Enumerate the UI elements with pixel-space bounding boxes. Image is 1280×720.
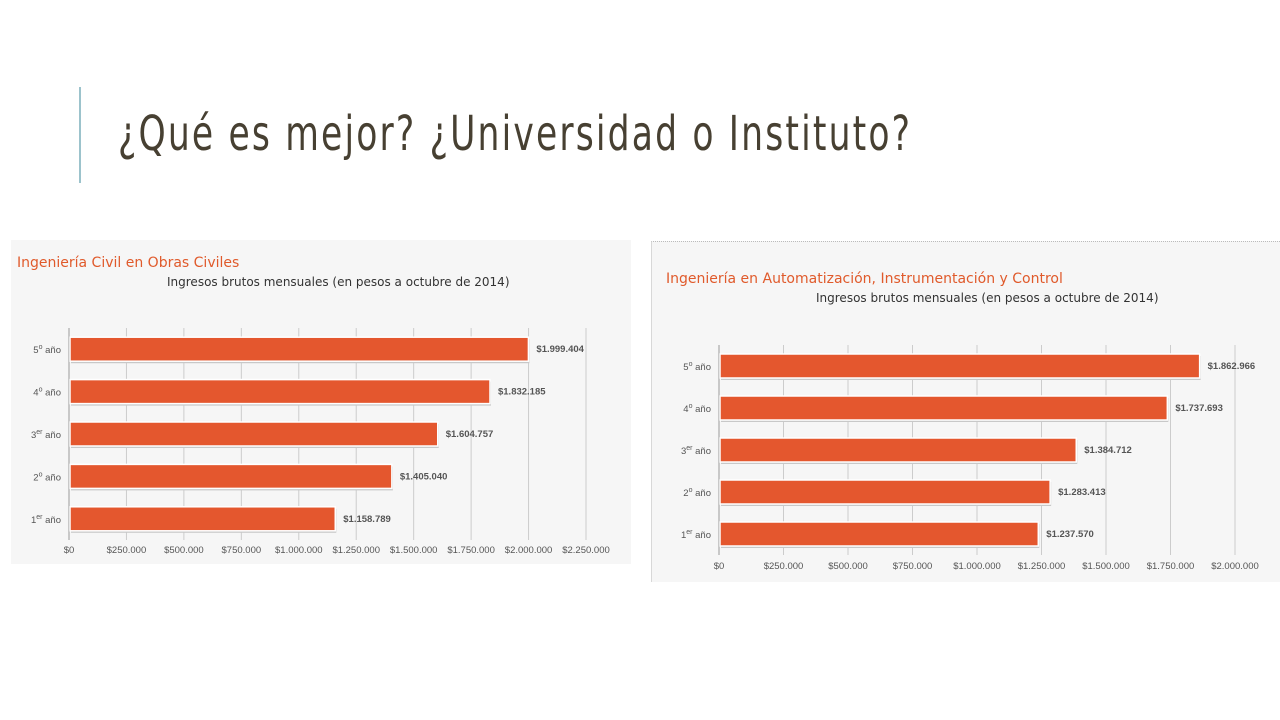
- chart-title: Ingeniería Civil en Obras Civiles: [17, 255, 239, 271]
- bar: [719, 353, 1201, 379]
- x-tick-label: $0: [64, 545, 75, 556]
- bar-value-label: $1.862.966: [1208, 361, 1256, 372]
- x-tick-label: $0: [714, 561, 725, 572]
- category-label: 1er año: [681, 529, 711, 541]
- category-label: 4o año: [683, 403, 711, 415]
- bar-value-label: $1.604.757: [446, 429, 494, 440]
- bar: [719, 479, 1051, 505]
- x-tick-label: $750.000: [222, 545, 262, 556]
- x-tick-label: $750.000: [893, 561, 933, 572]
- title-accent-line: [79, 87, 81, 183]
- x-tick-label: $1.250.000: [1018, 561, 1066, 572]
- chart-automation-engineering-svg: Ingeniería en Automatización, Instrument…: [666, 271, 1259, 572]
- bar-value-label: $1.158.789: [343, 514, 391, 525]
- category-label: 4o año: [33, 387, 61, 399]
- chart-automation-engineering: Ingeniería en Automatización, Instrument…: [651, 241, 1280, 582]
- category-label: 5o año: [33, 344, 61, 356]
- bar: [69, 336, 530, 362]
- x-tick-label: $1.750.000: [447, 545, 495, 556]
- bar: [719, 395, 1169, 421]
- x-tick-label: $250.000: [764, 561, 804, 572]
- x-tick-label: $1.500.000: [1082, 561, 1130, 572]
- bar-value-label: $1.405.040: [400, 471, 448, 482]
- bar-value-label: $1.237.570: [1046, 529, 1094, 540]
- x-tick-label: $2.000.000: [505, 545, 553, 556]
- chart-civil-engineering: Ingeniería Civil en Obras Civiles Ingreso…: [11, 240, 631, 564]
- category-label: 5o año: [683, 361, 711, 373]
- category-label: 2o año: [683, 487, 711, 499]
- x-tick-label: $1.250.000: [332, 545, 380, 556]
- chart-civil-engineering-svg: Ingeniería Civil en Obras Civiles Ingreso…: [17, 255, 610, 556]
- bar: [69, 421, 439, 447]
- bar: [719, 521, 1040, 547]
- category-label: 3er año: [681, 445, 711, 457]
- x-tick-label: $2.000.000: [1211, 561, 1259, 572]
- category-label: 2o año: [33, 471, 61, 483]
- x-tick-label: $500.000: [164, 545, 204, 556]
- bar: [69, 506, 337, 532]
- bar: [69, 378, 491, 405]
- bar: [719, 437, 1078, 463]
- x-tick-label: $1.000.000: [275, 545, 323, 556]
- bar-value-label: $1.384.712: [1084, 445, 1132, 456]
- bar-value-label: $1.283.413: [1058, 487, 1106, 498]
- x-tick-label: $1.750.000: [1147, 561, 1195, 572]
- x-tick-label: $1.000.000: [953, 561, 1001, 572]
- category-label: 1er año: [31, 514, 61, 526]
- x-tick-label: $500.000: [828, 561, 868, 572]
- chart-title: Ingeniería en Automatización, Instrument…: [666, 271, 1063, 287]
- x-tick-label: $1.500.000: [390, 545, 438, 556]
- chart-subtitle: Ingresos brutos mensuales (en pesos a oc…: [816, 291, 1159, 305]
- chart-subtitle: Ingresos brutos mensuales (en pesos a oc…: [167, 275, 510, 289]
- bar-value-label: $1.999.404: [536, 344, 584, 355]
- x-tick-label: $2.250.000: [562, 545, 610, 556]
- bar-value-label: $1.737.693: [1175, 403, 1223, 414]
- category-label: 3er año: [31, 429, 61, 441]
- bar: [69, 463, 393, 490]
- bar-value-label: $1.832.185: [498, 387, 546, 398]
- x-tick-label: $250.000: [107, 545, 147, 556]
- slide-title: ¿Qué es mejor? ¿Universidad o Instituto?: [118, 106, 913, 162]
